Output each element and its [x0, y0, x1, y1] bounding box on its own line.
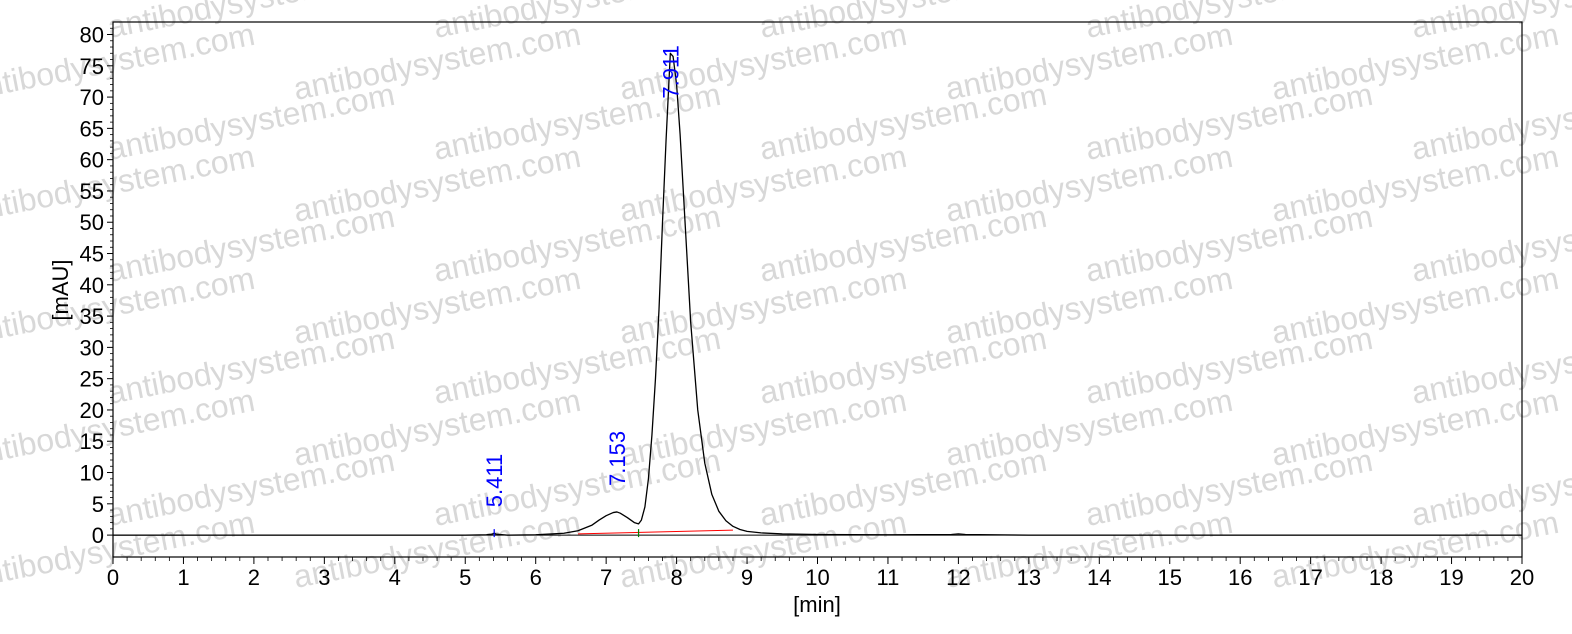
x-tick-label: 12	[946, 565, 970, 590]
y-tick-label: 0	[92, 523, 104, 548]
peak-label: 5.411	[482, 454, 507, 507]
x-tick-label: 2	[248, 565, 260, 590]
y-tick-label: 80	[80, 23, 104, 48]
x-tick-label: 15	[1158, 565, 1182, 590]
y-tick-label: 75	[80, 54, 104, 79]
y-tick-label: 20	[80, 398, 104, 423]
y-tick-label: 65	[80, 116, 104, 141]
x-tick-label: 0	[107, 565, 119, 590]
x-tick-label: 14	[1087, 565, 1111, 590]
integration-baseline	[577, 529, 733, 535]
y-tick-label: 35	[80, 304, 104, 329]
peak-label: 7.911	[658, 45, 683, 98]
plot-area: 5.411 7.153 7.911	[113, 45, 1522, 538]
x-axis: 0 1 2 3 4 5 6 7 8 9 10 11 12 13 14 15 16 17 18 19 20	[107, 557, 1534, 590]
x-tick-label: 7	[600, 565, 612, 590]
x-tick-label: 4	[389, 565, 401, 590]
y-tick-label: 45	[80, 242, 104, 267]
y-tick-label: 30	[80, 335, 104, 360]
x-tick-label: 9	[741, 565, 753, 590]
x-tick-label: 3	[318, 565, 330, 590]
x-tick-label: 13	[1017, 565, 1041, 590]
y-tick-label: 60	[80, 148, 104, 173]
y-tick-label: 70	[80, 85, 104, 110]
x-tick-label: 17	[1298, 565, 1322, 590]
y-tick-label: 50	[80, 210, 104, 235]
y-tick-label: 5	[92, 492, 104, 517]
x-tick-label: 16	[1228, 565, 1252, 590]
watermark-layer: antibodysystem.com antibodysystem.com anti…	[0, 0, 1572, 595]
y-tick-label: 15	[80, 429, 104, 454]
x-axis-label: [min]	[793, 592, 841, 617]
chromatogram-trace	[113, 52, 1522, 536]
x-tick-label: 10	[805, 565, 829, 590]
y-tick-label: 25	[80, 367, 104, 392]
x-tick-label: 6	[530, 565, 542, 590]
y-axis-label: [mAU]	[48, 259, 73, 320]
y-axis: 0 5 10 15 20 25 30 35 40 45 50 55 60 65 70 75 80	[80, 23, 113, 548]
x-tick-label: 5	[459, 565, 471, 590]
x-tick-label: 11	[877, 565, 900, 590]
peak-label: 7.153	[605, 431, 630, 486]
x-tick-label: 1	[177, 565, 189, 590]
x-tick-label: 18	[1369, 565, 1393, 590]
y-tick-label: 55	[80, 179, 104, 204]
x-tick-label: 20	[1510, 565, 1534, 590]
y-tick-label: 40	[80, 273, 104, 298]
y-tick-label: 10	[80, 461, 104, 486]
x-tick-label: 19	[1439, 565, 1463, 590]
x-tick-label: 8	[670, 565, 682, 590]
